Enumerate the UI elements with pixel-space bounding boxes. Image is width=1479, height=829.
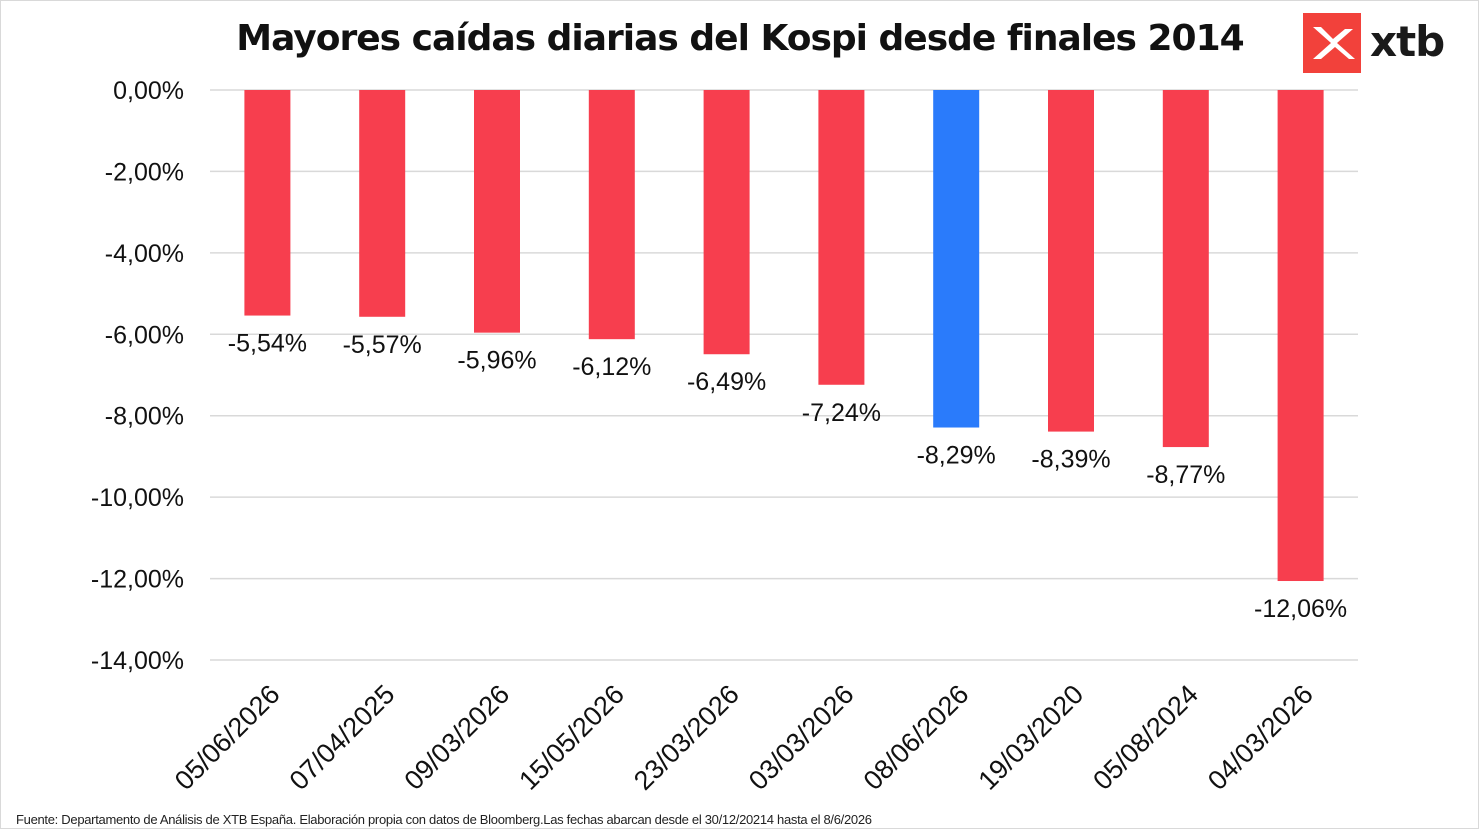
chart-title: Mayores caídas diarias del Kospi desde f… — [236, 18, 1244, 59]
y-tick-label: -6,00% — [105, 321, 184, 349]
y-tick-label: -14,00% — [91, 647, 184, 675]
x-tick-label: 07/04/2025 — [284, 679, 401, 796]
x-tick-label: 08/06/2026 — [858, 679, 975, 796]
x-tick-label: 15/05/2026 — [513, 679, 630, 796]
data-label: -5,57% — [343, 331, 422, 359]
x-tick-label: 04/03/2026 — [1202, 679, 1319, 796]
y-tick-label: 0,00% — [113, 77, 184, 105]
y-tick-label: -12,00% — [91, 566, 184, 594]
x-tick-label: 03/03/2026 — [743, 679, 860, 796]
data-label: -6,12% — [572, 353, 651, 381]
x-tick-label: 05/08/2024 — [1087, 679, 1204, 796]
data-label: -8,29% — [917, 442, 996, 470]
x-tick-label: 19/03/2020 — [972, 679, 1089, 796]
bar — [1048, 90, 1094, 432]
bar — [244, 90, 291, 316]
bar — [1277, 90, 1324, 582]
data-label: -5,54% — [228, 330, 307, 358]
x-tick-label: 09/03/2026 — [398, 679, 515, 796]
bar — [703, 90, 750, 355]
bar — [818, 90, 865, 385]
bar — [1162, 90, 1209, 448]
x-tick-label: 23/03/2026 — [628, 679, 745, 796]
data-label: -6,49% — [687, 368, 766, 396]
x-tick-label: 05/06/2026 — [169, 679, 286, 796]
bar — [933, 90, 980, 428]
source-note: Fuente: Departamento de Análisis de XTB … — [16, 812, 872, 827]
y-tick-label: -2,00% — [105, 158, 184, 186]
bar — [588, 90, 635, 340]
xtb-logo-text: xtb — [1370, 17, 1445, 66]
data-label: -12,06% — [1254, 595, 1347, 623]
xtb-logo: xtb — [1303, 13, 1463, 73]
bar — [359, 90, 406, 317]
data-label: -5,96% — [457, 347, 536, 375]
data-label: -8,77% — [1146, 461, 1225, 489]
xtb-logo-icon — [1303, 13, 1361, 73]
data-label: -7,24% — [802, 399, 881, 427]
y-tick-label: -4,00% — [105, 240, 184, 268]
y-tick-label: -10,00% — [91, 484, 184, 512]
y-tick-label: -8,00% — [105, 403, 184, 431]
data-label: -8,39% — [1031, 446, 1110, 474]
bar — [474, 90, 520, 333]
